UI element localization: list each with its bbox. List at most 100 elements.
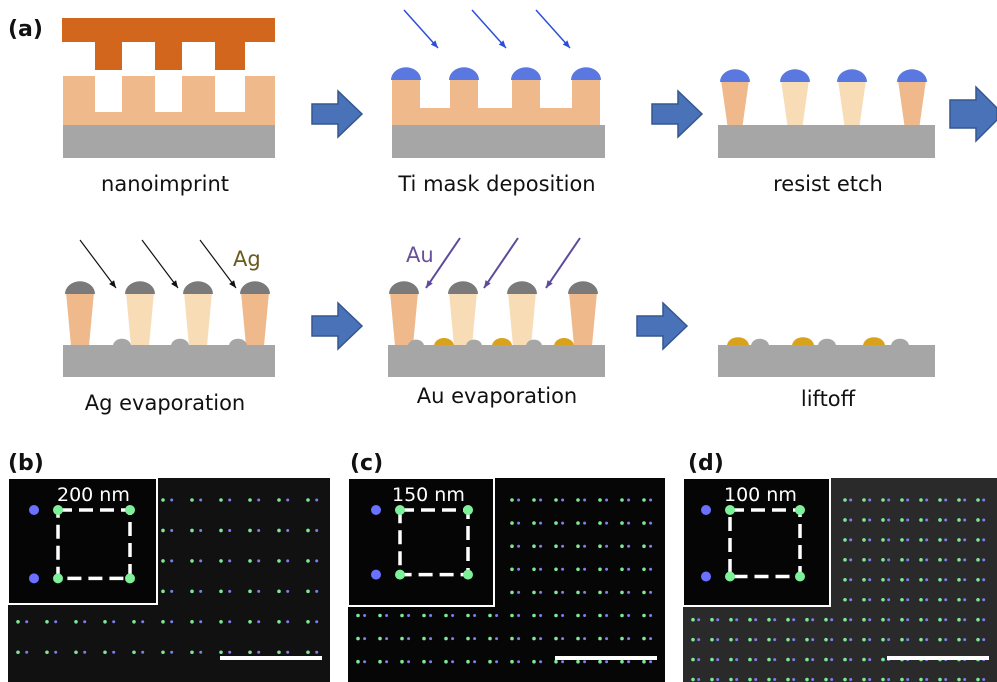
particle [103, 620, 107, 624]
particle [510, 498, 514, 502]
particle [510, 521, 514, 525]
particle [598, 659, 602, 664]
particle [378, 613, 382, 618]
particle [561, 544, 565, 548]
particle [767, 617, 771, 622]
particle [277, 528, 281, 533]
panel-label: (a) [8, 17, 43, 42]
particle [938, 637, 942, 642]
process-arrow [311, 301, 364, 351]
particle [315, 650, 319, 654]
particle [963, 498, 967, 502]
particle [306, 498, 310, 502]
particle [957, 518, 961, 522]
particle [356, 659, 360, 664]
panel-label: (c) [350, 451, 383, 476]
particle [620, 613, 624, 618]
particle [824, 657, 828, 662]
particle [906, 538, 910, 542]
mold [62, 18, 275, 70]
beam-arrow [141, 239, 179, 289]
particle [691, 617, 695, 622]
particle [830, 658, 834, 662]
deposit [554, 338, 574, 346]
particle [849, 598, 853, 602]
mask-cap [720, 69, 750, 82]
mask-cap [780, 69, 810, 82]
particle [773, 658, 777, 662]
particle [691, 637, 695, 642]
particle [849, 658, 853, 662]
particle [729, 677, 733, 682]
particle [849, 538, 853, 542]
deposit [492, 338, 512, 346]
particle [583, 567, 587, 571]
particle [228, 650, 232, 654]
mask-cap [449, 67, 479, 80]
particle [161, 559, 165, 563]
particle [170, 650, 174, 654]
particle [642, 590, 646, 595]
particle [248, 498, 252, 502]
particle [982, 538, 986, 542]
particle [938, 578, 942, 582]
particle [25, 620, 29, 624]
particle [605, 498, 609, 502]
particle [620, 590, 624, 595]
inset [347, 477, 495, 607]
substrate [388, 345, 605, 377]
particle [371, 569, 381, 580]
particle [900, 578, 904, 582]
unit-cell [398, 508, 470, 577]
particle [919, 498, 923, 502]
particle [277, 650, 281, 655]
particle [219, 650, 223, 655]
particle [710, 677, 714, 682]
particle [725, 571, 735, 582]
particle [887, 498, 891, 502]
pillar [781, 80, 809, 126]
particle [219, 528, 223, 533]
beam-arrow [535, 9, 571, 49]
particle [407, 614, 411, 617]
deposit [727, 337, 749, 346]
particle [982, 618, 986, 622]
particle [161, 498, 165, 502]
deposit [408, 339, 424, 346]
particle [83, 650, 87, 654]
particle [649, 614, 653, 617]
particle [881, 538, 885, 542]
particle [356, 613, 360, 618]
particle [957, 558, 961, 562]
deposit [751, 338, 769, 346]
particle [691, 677, 695, 682]
particle [701, 571, 711, 582]
particle [957, 498, 961, 502]
panel-label: (d) [688, 451, 724, 476]
schematic [7, 9, 997, 682]
step-label: liftoff [801, 387, 856, 411]
particle [517, 567, 521, 571]
particle [248, 528, 252, 533]
particle [811, 658, 815, 662]
particle [219, 559, 223, 563]
inset [682, 477, 831, 607]
particle [849, 618, 853, 622]
particle [532, 498, 536, 502]
process-arrow [651, 89, 704, 139]
mask-cap [125, 281, 155, 294]
particle [938, 617, 942, 622]
particle [74, 650, 78, 655]
particle [900, 637, 904, 642]
particle [748, 657, 752, 662]
particle [371, 505, 381, 515]
particle [811, 638, 815, 642]
particle [900, 617, 904, 622]
particle [868, 638, 872, 642]
particle [54, 650, 58, 654]
particle [444, 636, 448, 641]
particle [620, 498, 624, 502]
particle [576, 544, 580, 548]
particle [925, 678, 929, 682]
particle [554, 521, 558, 525]
